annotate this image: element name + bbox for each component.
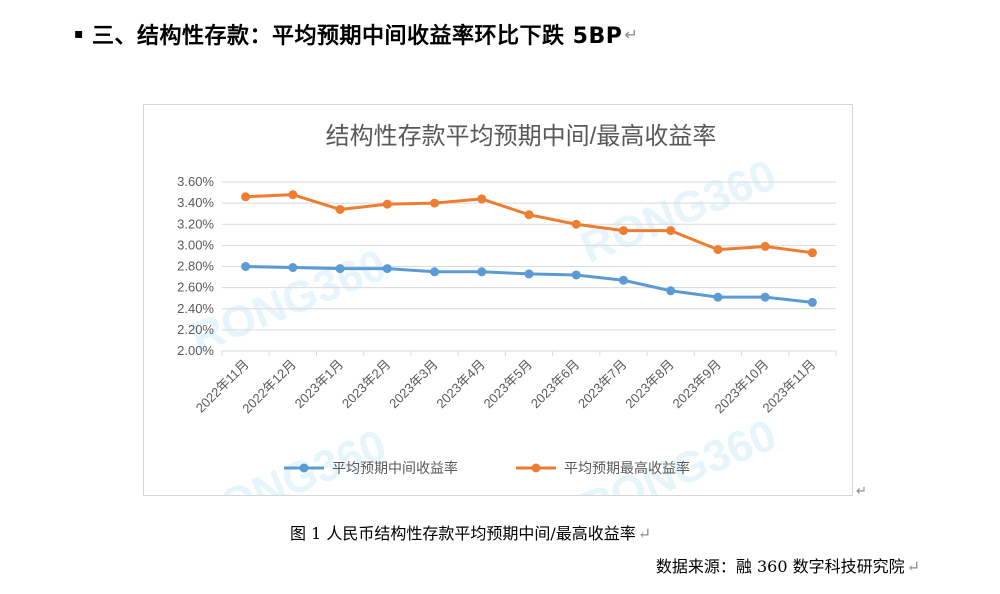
y-tick-label: 2.60% — [177, 280, 214, 295]
chart-container[interactable]: RONG360 RONG360 RONG360 RONG360 结构性存款平均预期中间/… — [143, 104, 853, 496]
data-point — [382, 264, 392, 274]
data-point — [241, 262, 251, 271]
data-point — [430, 198, 440, 208]
paragraph-mark-icon: ↵ — [637, 524, 652, 543]
y-tick-label: 2.20% — [177, 322, 214, 337]
data-point — [382, 199, 392, 209]
data-point — [288, 190, 298, 200]
chart-title: 结构性存款平均预期中间/最高收益率 — [326, 123, 717, 150]
legend-marker — [299, 463, 309, 473]
y-tick-label: 3.20% — [177, 216, 214, 231]
paragraph-mark-icon: ↵ — [906, 557, 920, 576]
y-tick-label: 2.80% — [177, 259, 214, 274]
section-heading-text: 三、结构性存款：平均预期中间收益率环比下跌 5BP — [92, 24, 623, 49]
watermark-text: RONG360 — [184, 240, 393, 362]
data-point — [666, 286, 676, 296]
data-point — [335, 264, 345, 274]
legend-label: 平均预期中间收益率 — [332, 460, 458, 476]
data-source: 数据来源：融 360 数字科技研究院 ↵ — [656, 553, 920, 577]
y-tick-label: 3.00% — [177, 237, 214, 252]
data-point — [713, 245, 723, 255]
data-point — [288, 263, 298, 273]
x-tick-label: 2023年8月 — [622, 357, 677, 412]
data-point — [335, 204, 345, 214]
y-tick-label: 3.40% — [177, 195, 214, 210]
data-point — [571, 219, 581, 229]
x-tick-label: 2023年2月 — [339, 357, 394, 412]
y-tick-label: 3.60% — [177, 174, 214, 189]
data-point — [571, 270, 581, 280]
data-point — [666, 226, 676, 236]
data-point — [807, 297, 817, 307]
data-point — [760, 292, 770, 302]
paragraph-mark-icon: ↵ — [624, 24, 639, 44]
watermark-text: RONG360 — [574, 150, 783, 272]
data-point — [241, 192, 251, 202]
data-point — [477, 267, 487, 277]
data-point — [524, 210, 534, 220]
x-tick-label: 2023年5月 — [481, 357, 536, 412]
data-source-text: 数据来源：融 360 数字科技研究院 — [655, 557, 905, 576]
y-tick-label: 2.00% — [177, 343, 214, 358]
legend-label: 平均预期最高收益率 — [564, 460, 690, 476]
data-point — [713, 292, 723, 302]
paragraph-mark-icon: ↵ — [856, 484, 867, 499]
data-point — [618, 275, 628, 285]
data-point — [524, 269, 534, 279]
data-point — [430, 267, 440, 277]
data-point — [760, 241, 770, 251]
section-heading: ▪ 三、结构性存款：平均预期中间收益率环比下跌 5BP ↵ — [74, 14, 638, 54]
data-point — [477, 194, 487, 204]
figure-caption-text: 图 1 人民币结构性存款平均预期中间/最高收益率 — [290, 524, 636, 543]
x-tick-label: 2023年4月 — [433, 357, 488, 412]
watermark-text: RONG360 — [184, 420, 393, 495]
x-tick-label: 2023年7月 — [575, 357, 630, 412]
x-tick-label: 2023年1月 — [292, 357, 347, 412]
legend-marker — [531, 463, 541, 473]
figure-caption: 图 1 人民币结构性存款平均预期中间/最高收益率 ↵ — [290, 520, 651, 544]
bullet-icon: ▪ — [74, 26, 84, 42]
x-tick-label: 2023年3月 — [386, 357, 441, 412]
y-tick-label: 2.40% — [177, 301, 214, 316]
data-point — [618, 226, 628, 236]
data-point — [807, 248, 817, 258]
watermark-text: RONG360 — [574, 410, 783, 495]
x-tick-label: 2023年6月 — [528, 357, 583, 412]
